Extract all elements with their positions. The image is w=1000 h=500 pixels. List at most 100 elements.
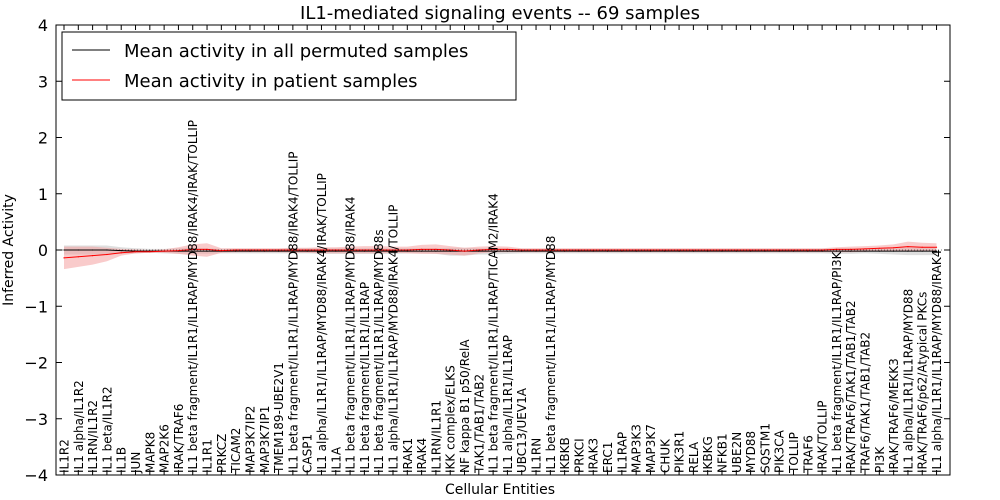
x-tick-label: IL1R1 [201,439,215,473]
data-point [192,250,194,252]
x-tick-label: IRAK/TOLLIP [816,401,830,473]
x-tick-label: NFKB1 [716,433,730,473]
y-tick-label: 1 [38,185,48,204]
x-tick-label: IL1RAP [615,432,629,473]
x-tick-label: IL1RN [530,438,544,473]
data-point [935,250,938,252]
x-tick-label: IL1 alpha/IL1R1/IL1RAP/MYD88/IRAK4/IRAK/… [315,173,329,473]
data-point [120,250,122,252]
data-point [134,251,137,253]
y-axis: −4 −3 −2 −1 0 1 2 3 4 [24,16,950,485]
y-tick-label: −4 [24,466,48,485]
x-tick-label: IL1 alpha/IL1R1/IL1RAP/MYD88/IRAK4/TOLLI… [387,205,401,473]
legend: Mean activity in all permuted samples Me… [61,31,517,101]
data-point [692,249,695,251]
x-tick-label: IL1 beta fragment/IL1R1/IL1RAP/MYD88s [372,229,386,473]
x-tick-label: CHUK [658,438,672,473]
data-point [778,250,780,252]
x-tick-label: IL1 alpha/IL1R1/IL1RAP/MYD88/IRAK4 [930,250,944,473]
data-point [592,250,594,252]
data-point [764,250,766,252]
legend-frame [61,31,517,101]
confidence-bands [64,241,937,270]
data-point [835,248,838,250]
data-point [492,248,494,250]
x-tick-label: RELA [687,441,701,473]
data-point [235,249,237,251]
x-tick-label: MAP3K7 [644,424,658,473]
data-point [607,250,609,252]
y-tick-label: −1 [24,297,48,316]
data-point [378,250,380,252]
data-point [907,250,909,252]
x-tick-label: UBC13/UEV1A [515,387,529,473]
data-point [506,248,508,250]
data-point [864,250,866,252]
y-tick-label: −2 [24,354,48,373]
data-point [878,247,880,249]
x-tick-label: TRAF6/TAK1/TAB1/TAB2 [859,332,873,474]
x-tick-label: IL1RN/IL1R2 [86,400,100,473]
data-point [206,250,208,252]
x-tick-label: MAP3K3 [630,424,644,473]
x-tick-label: IL1 beta/IL1R2 [100,386,114,473]
x-tick-label: IKK complex/ELKS [444,365,458,473]
data-point [535,250,537,252]
data-point [435,250,437,252]
data-point [77,256,79,258]
x-tick-label: TICAM2 [229,428,243,474]
data-point [406,250,408,252]
x-tick-label: IRAK/TRAF6/MEKK3 [887,358,901,473]
data-point [320,250,323,252]
data-point [549,249,551,251]
x-tick-label: IRAK3 [587,438,601,473]
data-point [463,250,466,252]
data-point [821,250,823,252]
data-point [506,250,508,252]
x-tick-label: SQSTM1 [758,423,772,473]
data-point [492,250,494,252]
x-tick-label: IRAK1 [401,438,415,473]
data-point [263,250,265,252]
data-point [750,250,752,252]
x-tick-label: IL1 alpha/IL1R2 [72,380,86,473]
data-point [192,248,194,250]
x-tick-label: NF kappa B1 p50/RelA [458,339,472,473]
x-tick-label: IRAK/TRAF6 [172,404,186,473]
data-point [564,250,566,252]
data-point [320,249,323,251]
data-point [92,255,94,257]
y-axis-label: Inferred Activity [1,194,17,306]
data-point [850,250,852,252]
x-tick-label: IL1 beta fragment/IL1R1/IL1RAP/MYD88/IRA… [186,120,200,473]
data-point [621,249,623,251]
data-point [735,250,737,252]
data-point [792,249,795,251]
data-point [177,250,179,252]
data-point [378,249,380,251]
data-point [649,250,652,252]
x-tick-label: IL1 beta fragment/IL1R1/IL1RAP/MYD88/IRA… [286,152,300,473]
x-tick-label: IRAK/TRAF6/TAK1/TAB1/TAB2 [844,300,858,473]
legend-label-permuted: Mean activity in all permuted samples [124,41,468,62]
x-tick-label: IL1B [115,447,129,473]
data-point [292,250,294,252]
data-point [306,249,308,251]
data-point [850,248,852,250]
x-tick-label: IRAK/TRAF6/p62/Atypical PKCs [916,292,930,473]
data-point [349,250,351,252]
x-tick-label: IL1 alpha/IL1R1/IL1RAP [501,335,515,473]
data-point [163,250,165,252]
data-point [549,250,551,252]
data-point [421,248,423,250]
data-point [435,248,437,250]
data-point [363,249,365,251]
data-point [578,250,580,252]
data-point [893,247,895,249]
x-tick-label: MAPK8 [143,432,157,473]
x-tick-label: IL1R2 [58,439,72,473]
x-tick-label: TOLLIP [787,432,801,474]
data-point [449,250,451,252]
x-tick-label: TMEM189-UBE2V1 [272,362,286,474]
